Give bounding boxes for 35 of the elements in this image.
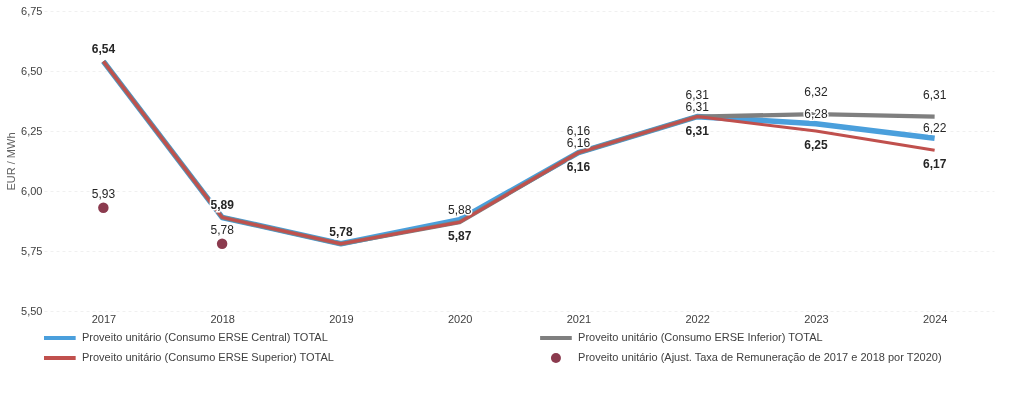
data-label: 6,16: [566, 135, 591, 150]
legend-label: Proveito unitário (Consumo ERSE Central) TOTAL: [82, 331, 328, 343]
y-tick-label: 5,50: [21, 304, 43, 317]
data-label: 6,31: [685, 123, 710, 138]
legend-label: Proveito unitário (Ajust. Taxa de Remuneração de 2017 e 2018 por T2020): [578, 351, 942, 363]
legend-label: Proveito unitário (Consumo ERSE Inferior) TOTAL: [578, 331, 823, 343]
y-tick-label: 5,75: [21, 244, 43, 257]
data-label: 5,78: [210, 222, 235, 237]
data-label: 6,22: [922, 121, 947, 136]
y-axis-title: EUR / MWh: [5, 132, 18, 191]
y-tick-label: 6,75: [21, 4, 43, 17]
data-label: 5,78: [329, 224, 353, 239]
data-label: 5,87: [447, 229, 472, 244]
y-tick-label: 6,00: [21, 184, 43, 197]
data-label: 6,25: [804, 138, 828, 152]
x-tick-label: 2022: [685, 312, 710, 325]
data-label: 5,93: [91, 186, 116, 201]
data-label: 6,17: [922, 157, 947, 172]
x-tick-label: 2018: [210, 312, 235, 325]
x-tick-label: 2020: [447, 312, 473, 325]
data-label: 6,54: [91, 42, 116, 57]
y-tick-label: 6,25: [21, 124, 43, 137]
legend-label: Proveito unitário (Consumo ERSE Superior) TOTAL: [82, 351, 334, 363]
data-label: 6,16: [566, 123, 591, 138]
x-tick-label: 2019: [329, 312, 354, 325]
data-label: 6,16: [566, 159, 591, 174]
x-tick-label: 2021: [566, 312, 592, 325]
data-label: 6,31: [685, 87, 710, 102]
x-tick-label: 2017: [91, 312, 117, 325]
y-tick-label: 6,50: [21, 64, 43, 77]
data-label: 6,32: [804, 85, 828, 100]
x-tick-label: 2024: [922, 312, 948, 325]
data-label: 5,88: [447, 202, 472, 217]
data-label: 6,31: [922, 87, 947, 102]
x-tick-label: 2023: [804, 312, 829, 325]
